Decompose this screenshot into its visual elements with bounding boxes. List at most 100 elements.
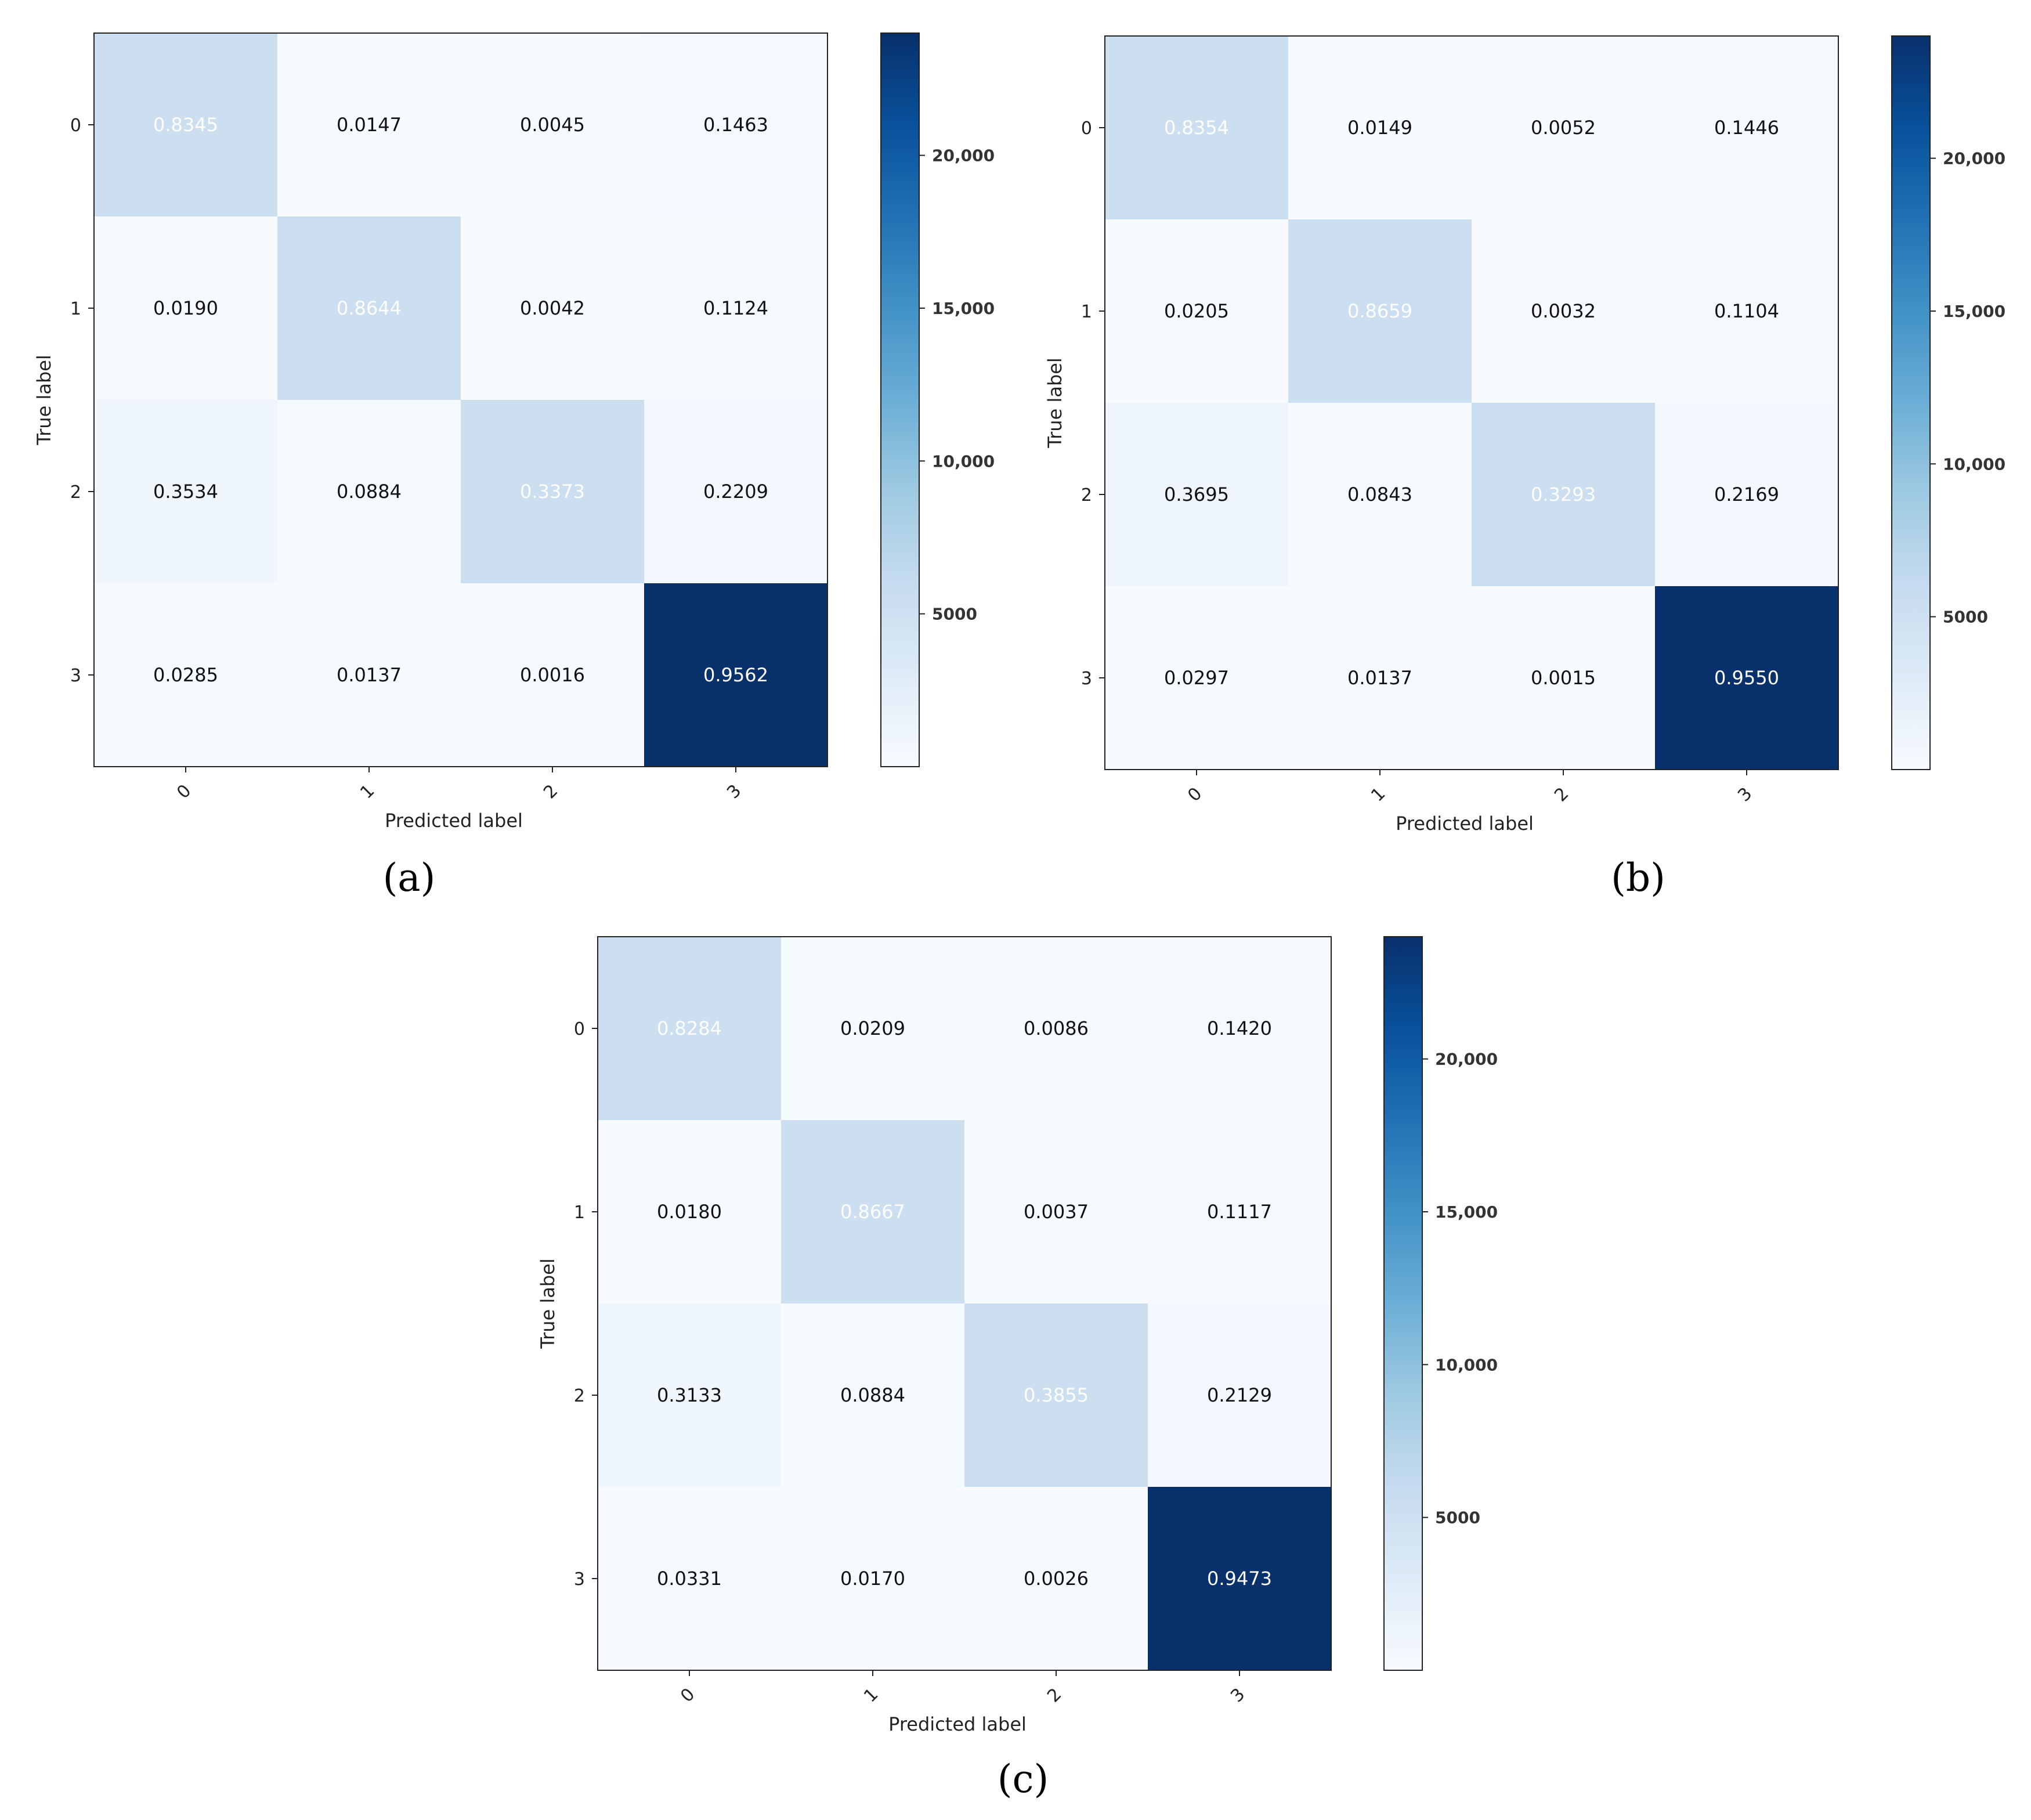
- cell-0-1: [781, 937, 964, 1120]
- cell-0-2: [964, 937, 1148, 1120]
- confusion-matrix-panel-3: 0.8284 0.0209 0.0086 0.1420 0.0180 0.8667 0.00…: [537, 936, 1498, 1801]
- cell-label-3-0: 0.0285: [153, 664, 218, 686]
- cell-label-2-3: 0.2209: [703, 481, 768, 503]
- panel-label: (a): [383, 855, 436, 900]
- cell-label-1-2: 0.0032: [1531, 300, 1596, 322]
- cell-0-3: [644, 33, 827, 216]
- colorbar-tick-label-2: 15,000: [1943, 302, 2005, 321]
- colorbar-tick-label-0: 5000: [932, 605, 977, 624]
- cell-label-2-3: 0.2129: [1207, 1384, 1272, 1406]
- colorbar-tick-label-2: 15,000: [932, 299, 995, 318]
- cell-label-2-0: 0.3534: [153, 481, 218, 503]
- colorbar-tick-label-3: 20,000: [1943, 149, 2005, 168]
- x-tick-label-2: 2: [1043, 1684, 1065, 1706]
- cell-label-2-2: 0.3293: [1531, 483, 1596, 505]
- cell-label-0-0: 0.8345: [153, 114, 218, 136]
- cell-2-0: [94, 400, 277, 583]
- cell-label-3-3: 0.9562: [703, 664, 768, 686]
- x-axis-label: Predicted label: [1396, 813, 1534, 835]
- cell-3-2: [964, 1487, 1148, 1670]
- cell-label-2-1: 0.0843: [1347, 483, 1412, 505]
- cell-0-2: [461, 33, 644, 216]
- confusion-matrix-panel-1: 0.8345 0.0147 0.0045 0.1463 0.0190 0.8644 0.00…: [33, 32, 995, 900]
- cell-label-3-0: 0.0331: [657, 1568, 722, 1590]
- cell-3-1: [1288, 586, 1472, 770]
- y-tick-label-1: 1: [1081, 302, 1092, 322]
- y-tick-label-1: 1: [574, 1202, 585, 1223]
- x-tick-label-3: 3: [723, 781, 745, 803]
- x-tick-label-1: 1: [356, 781, 378, 803]
- y-tick-label-2: 2: [1081, 485, 1092, 505]
- cell-label-0-0: 0.8354: [1164, 117, 1229, 139]
- cell-label-2-0: 0.3133: [657, 1384, 722, 1406]
- y-axis-label: True label: [1044, 358, 1066, 449]
- cell-1-3: [644, 216, 827, 400]
- cell-label-1-1: 0.8659: [1347, 300, 1412, 322]
- cell-1-0: [1105, 219, 1288, 403]
- cell-2-1: [1288, 403, 1472, 586]
- x-tick-label-1: 1: [1367, 783, 1389, 806]
- cell-1-0: [598, 1120, 781, 1303]
- cell-label-0-1: 0.0147: [337, 114, 402, 136]
- cell-label-0-0: 0.8284: [657, 1017, 722, 1039]
- matrix-frame: [93, 32, 828, 767]
- cell-3-0: [1105, 586, 1288, 770]
- cell-label-3-2: 0.0016: [520, 664, 585, 686]
- cell-label-0-3: 0.1446: [1714, 117, 1779, 139]
- cell-label-3-1: 0.0137: [1347, 667, 1412, 689]
- colorbar-tick-label-1: 10,000: [1435, 1355, 1498, 1374]
- cell-3-3: [644, 583, 827, 767]
- cell-1-2: [964, 1120, 1148, 1303]
- cell-label-3-1: 0.0137: [337, 664, 402, 686]
- cell-3-2: [1472, 586, 1655, 770]
- colorbar: [880, 32, 920, 767]
- colorbar: [1383, 936, 1423, 1671]
- cell-label-2-2: 0.3373: [520, 481, 585, 503]
- colorbar: [1891, 35, 1931, 770]
- cell-2-2: [1472, 403, 1655, 586]
- y-tick-label-1: 1: [70, 299, 81, 319]
- cell-label-1-0: 0.0205: [1164, 300, 1229, 322]
- y-tick-label-0: 0: [1081, 118, 1092, 139]
- y-tick-label-3: 3: [70, 666, 81, 686]
- cell-3-3: [1655, 586, 1838, 770]
- cell-label-2-3: 0.2169: [1714, 483, 1779, 505]
- cell-label-2-1: 0.0884: [337, 481, 402, 503]
- cell-label-2-2: 0.3855: [1024, 1384, 1089, 1406]
- cell-1-1: [1288, 219, 1472, 403]
- matrix-frame: [1104, 35, 1839, 770]
- cell-0-2: [1472, 36, 1655, 219]
- cell-label-3-3: 0.9550: [1714, 667, 1779, 689]
- cell-0-3: [1148, 937, 1331, 1120]
- x-tick-label-3: 3: [1227, 1684, 1249, 1706]
- panel-label: (c): [998, 1757, 1049, 1801]
- cell-label-0-2: 0.0052: [1531, 117, 1596, 139]
- cell-0-1: [277, 33, 461, 216]
- cell-1-3: [1148, 1120, 1331, 1303]
- cell-2-1: [277, 400, 461, 583]
- y-tick-label-0: 0: [70, 115, 81, 136]
- cell-0-1: [1288, 36, 1472, 219]
- cell-2-2: [964, 1303, 1148, 1487]
- cell-label-1-0: 0.0180: [657, 1201, 722, 1223]
- cell-1-2: [1472, 219, 1655, 403]
- cell-3-0: [94, 583, 277, 767]
- cell-3-0: [598, 1487, 781, 1670]
- colorbar-tick-label-3: 20,000: [932, 146, 995, 165]
- x-tick-label-2: 2: [540, 781, 562, 803]
- y-tick-label-2: 2: [574, 1386, 585, 1406]
- cell-3-3: [1148, 1487, 1331, 1670]
- colorbar-tick-label-2: 15,000: [1435, 1202, 1498, 1222]
- cell-3-2: [461, 583, 644, 767]
- cell-label-0-3: 0.1420: [1207, 1017, 1272, 1039]
- cell-2-3: [644, 400, 827, 583]
- y-tick-label-3: 3: [1081, 669, 1092, 689]
- cell-label-1-3: 0.1104: [1714, 300, 1779, 322]
- x-tick-label-3: 3: [1734, 783, 1756, 806]
- cell-label-1-2: 0.0037: [1024, 1201, 1089, 1223]
- colorbar-tick-label-3: 20,000: [1435, 1050, 1498, 1069]
- cell-label-1-3: 0.1117: [1207, 1201, 1272, 1223]
- cell-2-3: [1655, 403, 1838, 586]
- cell-label-0-3: 0.1463: [703, 114, 768, 136]
